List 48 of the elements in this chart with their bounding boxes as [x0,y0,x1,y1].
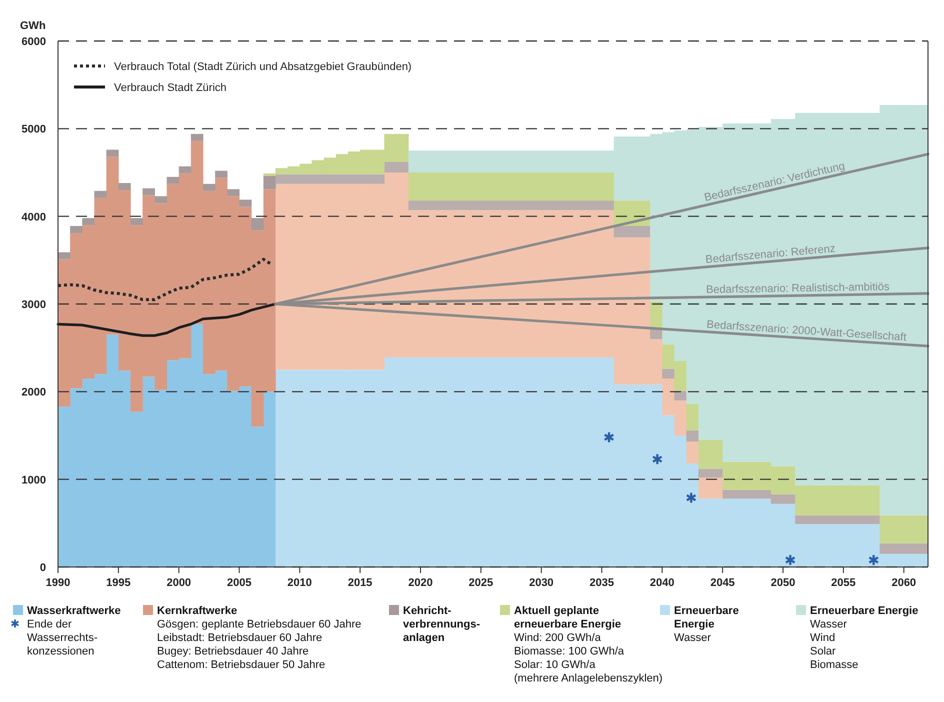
text: Solar: 10 GWh/a [514,659,596,671]
series-label: Bedarfsszenario: Realistisch-ambitiös [706,281,890,296]
y-tick-label: 3000 [22,299,46,311]
x-tick-label: 2040 [650,577,674,589]
legend-label: Verbrauch Stadt Zürich [114,82,227,94]
y-tick-label: 5000 [22,124,46,136]
series-label: Bedarfsszenario: Referenz [705,242,836,266]
y-axis-title: GWh [20,20,46,32]
x-tick-label: 2030 [529,577,554,589]
text: Cattenom: Betriebsdauer 50 Jahre [157,659,326,671]
legend-label: Erneuerbare Energie [674,605,739,630]
y-tick-label: 4000 [22,211,46,224]
series-label: Bedarfsszenario: 2000-Watt-Gesellschaft [706,318,907,344]
text: Biomasse: 100 GWh/a [514,646,625,658]
x-tick-label: 2060 [892,577,916,589]
legend-label: Erneuerbare Energie [810,605,918,617]
x-tick-label: 1995 [106,577,131,589]
legend-label: Kehricht-verbrennungs-anlagen [403,605,480,644]
text: Gösgen: geplante Betriebsdauer 60 Jahre [157,618,362,630]
x-tick-label: 2000 [166,577,192,589]
y-tick-label: 6000 [22,36,46,48]
x-tick-label: 2045 [710,577,735,589]
x-tick-label: 2010 [287,577,312,589]
x-tick-label: 2055 [831,577,856,589]
y-tick-label: 1000 [22,474,46,486]
y-tick-label: 0 [40,562,46,574]
text: Wasser [810,618,848,630]
x-tick-label: 2035 [590,577,614,589]
text: Wasser [674,632,712,644]
text: Bugey: Betriebsdauer 40 Jahre [157,646,309,658]
x-tick-label: 2050 [770,577,796,589]
text: Solar [810,646,836,658]
legend-label: Verbrauch Total (Stadt Zürich und Absatzgebiet Graubünden) [114,61,412,73]
x-tick-label: 2015 [348,577,372,589]
legend-label: Wasserkraftwerke [27,605,121,617]
x-tick-label: 2005 [227,577,252,589]
x-tick-label: 2025 [468,577,494,589]
y-tick-label: 2000 [22,386,46,399]
legend-label: Aktuell geplante erneuerbare Energie [514,605,621,630]
legend-label: Ende der Wasserrechts-konzessionen [27,618,98,658]
legend-label: Kernkraftwerke [157,605,238,617]
text: Biomasse [810,659,858,671]
text: Wind [810,632,836,644]
text: Leibstadt: Betriebsdauer 60 Jahre [157,632,322,644]
x-tick-label: 1990 [46,577,70,589]
text: (mehrere Anlagelebenszyklen) [514,672,663,684]
text: Wind: 200 GWh/a [514,632,602,644]
x-tick-label: 2020 [408,577,433,589]
